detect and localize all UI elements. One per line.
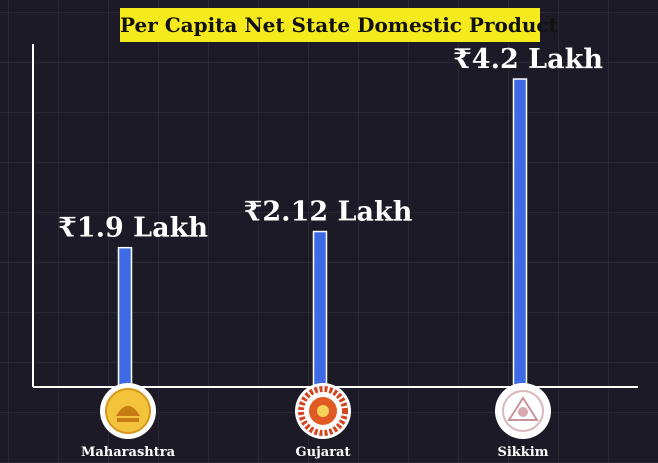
maharashtra-emblem-icon [100, 383, 156, 439]
category-label-maharashtra: Maharashtra [81, 445, 176, 460]
value-label-gujarat: ₹2.12 Lakh [244, 197, 413, 228]
gujarat-emblem-icon [295, 383, 351, 439]
category-label-gujarat: Gujarat [296, 445, 351, 460]
value-label-maharashtra: ₹1.9 Lakh [58, 213, 208, 244]
sikkim-emblem-icon [495, 383, 551, 439]
value-label-sikkim: ₹4.2 Lakh [453, 44, 603, 75]
bar-sikkim [512, 78, 528, 388]
bar-maharashtra [117, 246, 133, 388]
category-label-sikkim: Sikkim [497, 445, 548, 460]
chart-title: Per Capita Net State Domestic Product [120, 8, 558, 42]
bar-gujarat [312, 230, 328, 388]
